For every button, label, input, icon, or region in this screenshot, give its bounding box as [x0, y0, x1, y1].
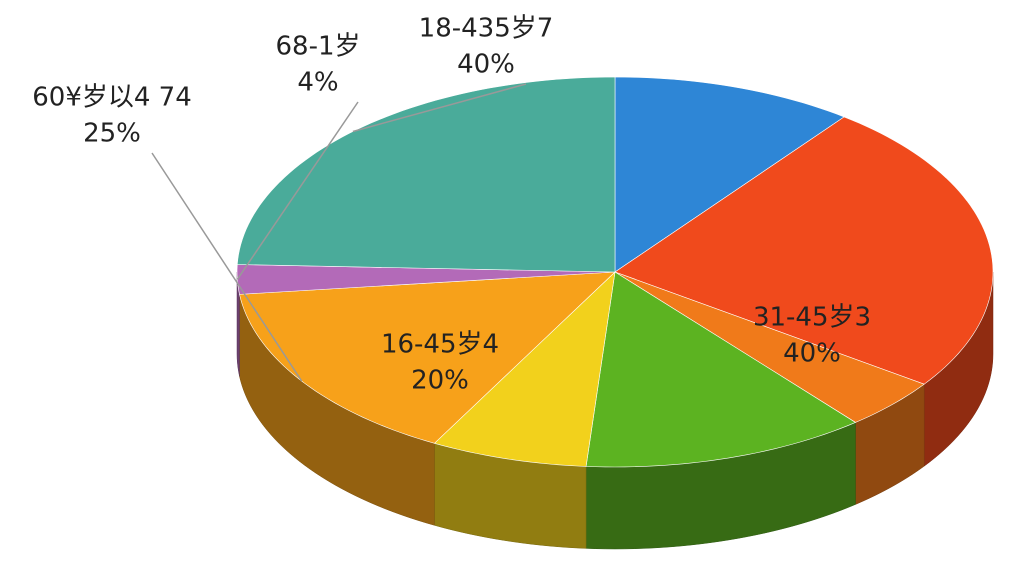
slice: [614, 116, 994, 385]
slice: [614, 271, 925, 423]
slice: [239, 271, 616, 444]
value-label: 20%: [411, 366, 469, 396]
slice: [236, 76, 616, 273]
slice: [585, 271, 857, 468]
slice: [236, 264, 616, 295]
category-label: 16-45岁4: [381, 330, 499, 360]
leader-line: [352, 83, 527, 133]
value-label: 25%: [83, 119, 141, 149]
category-label: 31-45岁3: [753, 303, 871, 333]
leader-line: [151, 152, 303, 382]
category-label: 18-435岁7: [419, 14, 554, 44]
leader-line: [236, 101, 359, 280]
category-label: 68-1岁: [275, 32, 360, 62]
value-label: 4%: [297, 68, 338, 98]
slice: [614, 76, 845, 273]
value-label: 40%: [457, 50, 515, 80]
value-label: 40%: [783, 339, 841, 369]
slice: [433, 271, 616, 467]
category-label: 60¥岁以4 74: [32, 83, 192, 113]
